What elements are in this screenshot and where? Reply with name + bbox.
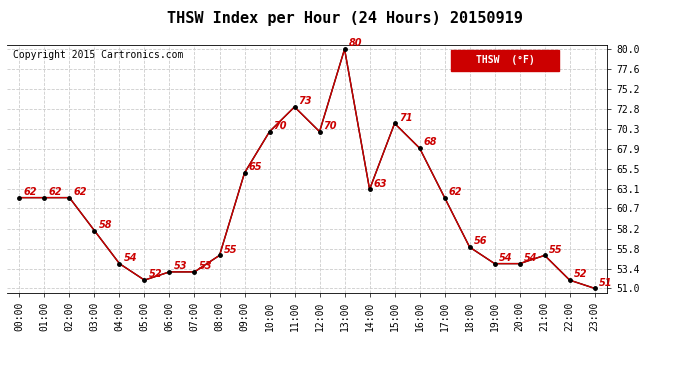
Text: 55: 55: [549, 244, 562, 255]
FancyBboxPatch shape: [451, 50, 559, 71]
Text: 73: 73: [299, 96, 312, 106]
Text: 54: 54: [524, 253, 538, 263]
Text: 58: 58: [99, 220, 112, 230]
Text: 54: 54: [124, 253, 137, 263]
Text: 53: 53: [199, 261, 212, 271]
Text: 52: 52: [148, 269, 162, 279]
Text: 52: 52: [574, 269, 587, 279]
Text: 71: 71: [399, 112, 412, 123]
Text: THSW  (°F): THSW (°F): [476, 55, 535, 65]
Text: 54: 54: [499, 253, 512, 263]
Text: 70: 70: [274, 121, 287, 131]
Text: 80: 80: [348, 38, 362, 48]
Text: 62: 62: [74, 187, 87, 197]
Text: 62: 62: [23, 187, 37, 197]
Text: 68: 68: [424, 137, 437, 147]
Text: THSW Index per Hour (24 Hours) 20150919: THSW Index per Hour (24 Hours) 20150919: [167, 11, 523, 26]
Text: 70: 70: [324, 121, 337, 131]
Text: 62: 62: [48, 187, 62, 197]
Text: 63: 63: [374, 178, 387, 189]
Text: 55: 55: [224, 244, 237, 255]
Text: 53: 53: [174, 261, 187, 271]
Text: 51: 51: [599, 278, 612, 288]
Text: 56: 56: [474, 236, 487, 246]
Text: 65: 65: [248, 162, 262, 172]
Text: 62: 62: [448, 187, 462, 197]
Text: Copyright 2015 Cartronics.com: Copyright 2015 Cartronics.com: [13, 50, 184, 60]
